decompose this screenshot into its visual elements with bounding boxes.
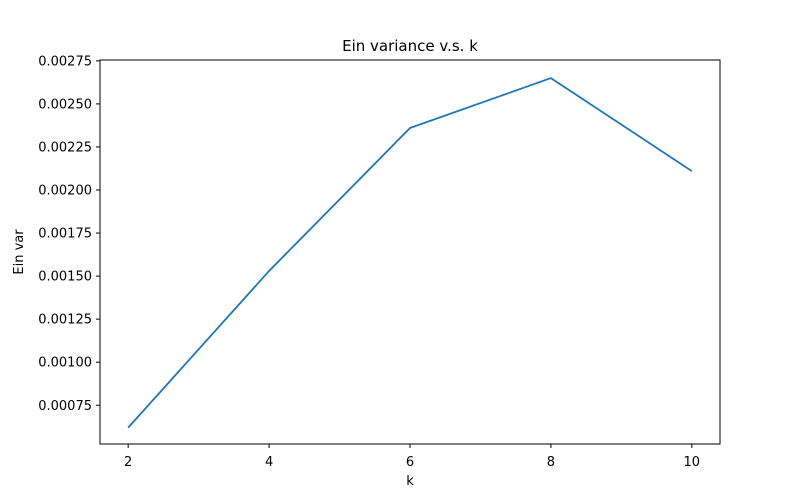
y-tick-label: 0.00075 bbox=[38, 399, 92, 414]
y-tick-label: 0.00100 bbox=[38, 356, 92, 371]
y-axis: 0.00075 0.00100 0.00125 0.00150 0.00175 0.002… bbox=[38, 54, 100, 414]
series-layer bbox=[127, 77, 693, 429]
y-tick-label: 0.00125 bbox=[38, 313, 92, 328]
x-tick-label: 10 bbox=[684, 455, 701, 470]
x-tick-label: 8 bbox=[547, 455, 555, 470]
x-tick-label: 6 bbox=[406, 455, 414, 470]
y-tick-label: 0.00225 bbox=[38, 140, 92, 155]
y-axis-label: Ein var bbox=[12, 229, 27, 275]
y-tick-label: 0.00175 bbox=[38, 227, 92, 242]
x-tick-label: 4 bbox=[265, 455, 273, 470]
series-line bbox=[127, 77, 693, 429]
y-tick-label: 0.00150 bbox=[38, 270, 92, 285]
plot-frame bbox=[99, 59, 721, 445]
x-axis: 2 4 6 8 10 bbox=[124, 444, 700, 470]
y-tick-label: 0.00250 bbox=[38, 97, 92, 112]
chart-title: Ein variance v.s. k bbox=[342, 37, 478, 55]
y-tick-label: 0.00275 bbox=[38, 54, 92, 69]
x-axis-label: k bbox=[406, 474, 414, 489]
y-tick-label: 0.00200 bbox=[38, 184, 92, 199]
x-tick-label: 2 bbox=[124, 455, 132, 470]
